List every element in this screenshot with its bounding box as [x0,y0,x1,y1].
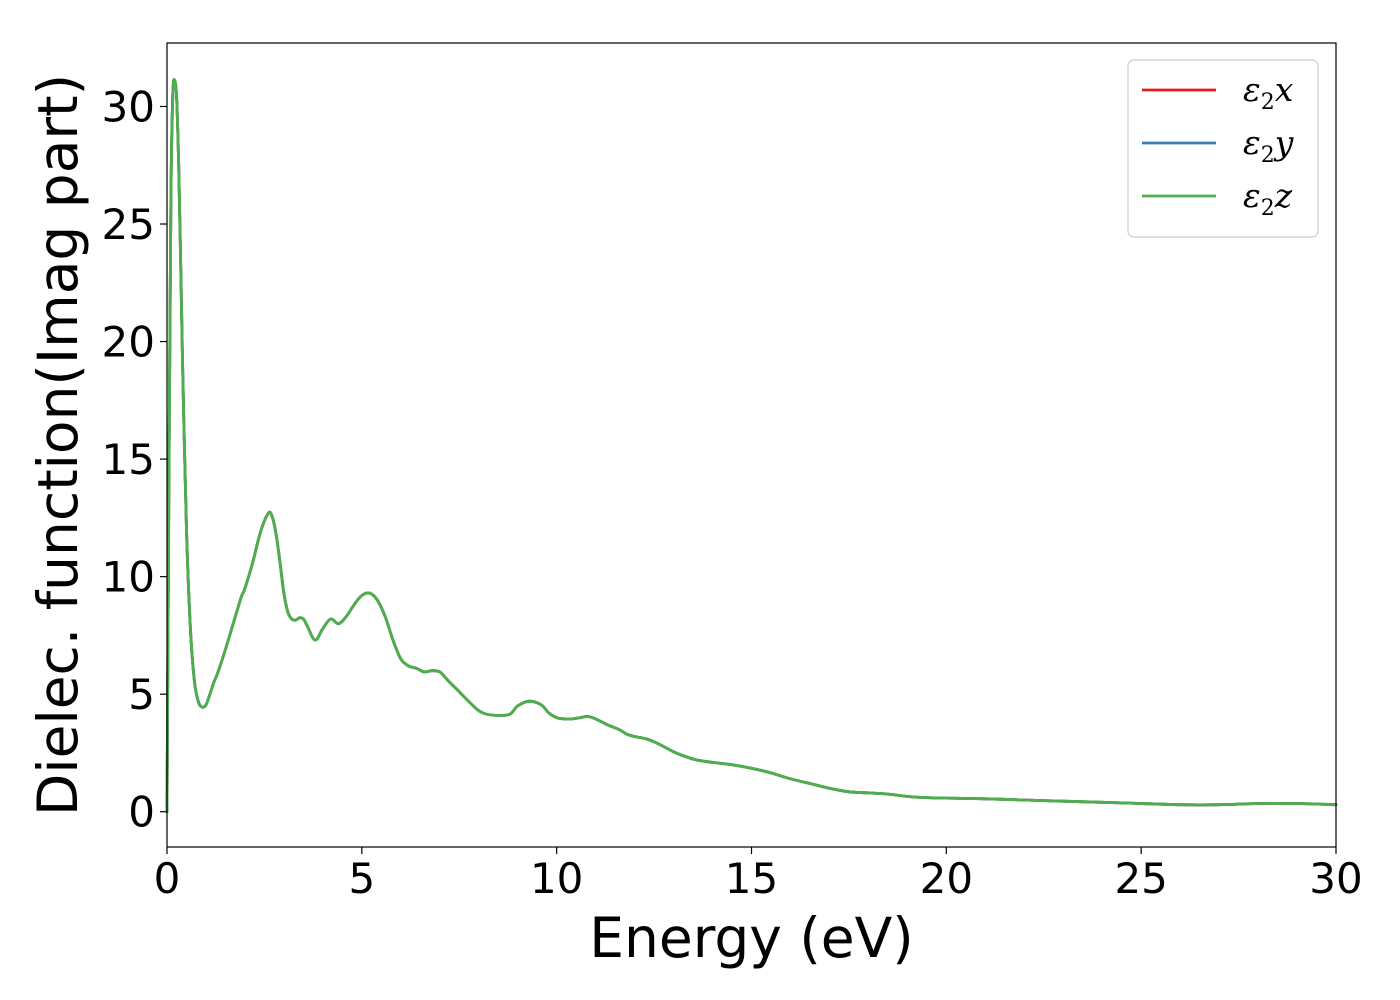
y-tick-label: 30 [102,82,155,131]
series-line-z [165,78,1338,814]
x-tick-label: 25 [1114,854,1167,903]
x-tick-label: 10 [530,854,583,903]
legend-label-z: ε2z [1243,176,1293,221]
legend: ε2x ε2y ε2z [1127,59,1319,238]
series-layer [165,78,1338,814]
legend-label-y: ε2y [1243,123,1294,168]
x-tick-label: 5 [348,854,375,903]
y-tick-label: 20 [102,318,155,367]
ticks-layer: 0 5 10 15 20 25 30 0 5 10 15 20 25 30 [102,82,1363,903]
legend-box [1127,59,1319,238]
legend-label-x: ε2x [1243,70,1294,115]
y-tick-label: 25 [102,200,155,249]
x-tick-label: 20 [920,854,973,903]
y-axis-label: Dielec. function(Imag part) [26,74,90,816]
y-tick-label: 0 [128,788,155,837]
x-tick-label: 0 [154,854,181,903]
x-tick-label: 30 [1309,854,1362,903]
y-tick-label: 5 [128,670,155,719]
y-tick-label: 15 [102,435,155,484]
x-axis-label: Energy (eV) [589,906,913,970]
y-tick-label: 10 [102,553,155,602]
x-tick-label: 15 [725,854,778,903]
